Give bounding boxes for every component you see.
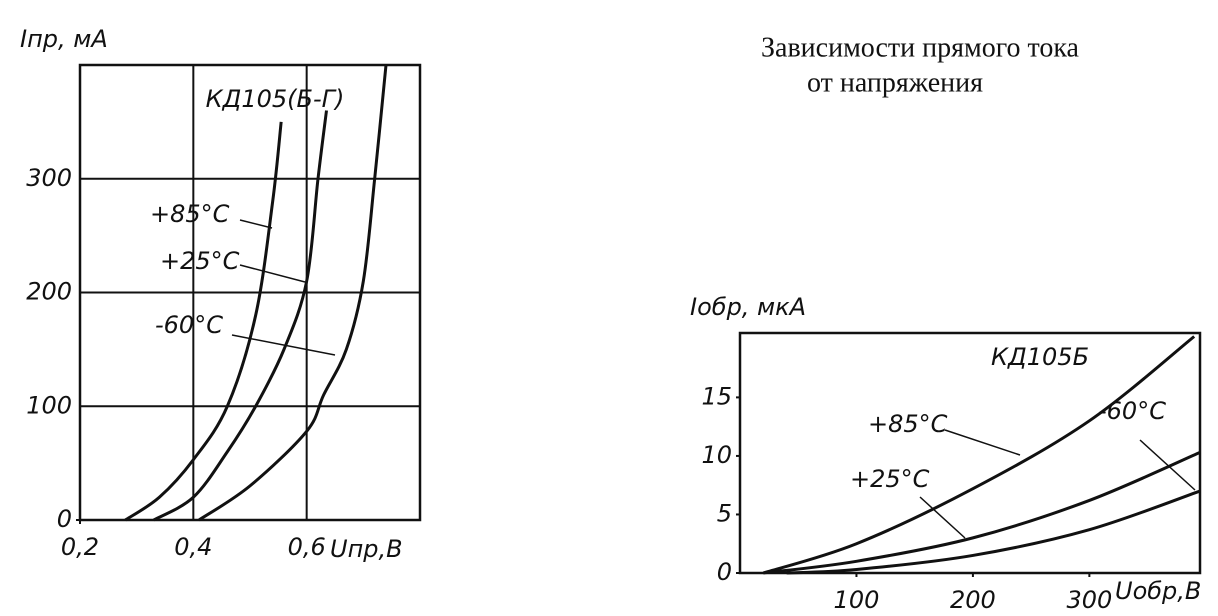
y-axis-label: Iпр, мА	[20, 25, 108, 53]
y-axis-label: Iобр, мкА	[690, 293, 806, 321]
curve-label: -60°C	[155, 311, 223, 339]
curve	[152, 110, 328, 522]
x-axis-label: Uобр,В	[1115, 577, 1201, 605]
y-tick-label: 5	[717, 499, 732, 527]
plot-frame	[738, 331, 1202, 575]
x-tick-label: 0,2	[61, 533, 99, 561]
caption-line: Зависимости прямого тока	[761, 32, 1080, 63]
leader-line	[944, 429, 1021, 456]
y-tick-label: 200	[26, 278, 72, 306]
y-tick-label: 0	[57, 505, 72, 533]
curve	[762, 335, 1196, 575]
curve-label: +85°C	[150, 200, 230, 228]
leader-line	[239, 264, 306, 283]
curve-label: -60°C	[1098, 397, 1166, 425]
curve	[763, 451, 1201, 575]
leader-line	[239, 219, 273, 229]
curve	[198, 64, 388, 522]
y-tick-label: 0	[717, 558, 732, 586]
leader-line	[1139, 439, 1196, 491]
y-tick-label: 300	[26, 164, 72, 192]
x-tick-label: 200	[950, 586, 996, 614]
x-tick-label: 0,4	[174, 533, 212, 561]
curve	[124, 121, 283, 522]
x-axis-label: Uпр,В	[330, 535, 403, 563]
curve-label: +25°C	[160, 247, 240, 275]
x-tick-label: 100	[834, 586, 880, 614]
curve-label: +85°C	[868, 410, 948, 438]
x-tick-label: 300	[1066, 586, 1112, 614]
chart-title: КД105Б	[991, 343, 1089, 371]
leader-line	[231, 334, 336, 356]
curve	[786, 489, 1201, 575]
y-tick-label: 15	[701, 382, 732, 410]
chart-title: КД105(Б-Г)	[206, 85, 345, 113]
curve-label: +25°C	[850, 465, 930, 493]
y-tick-label: 10	[701, 441, 732, 469]
x-tick-label: 0,6	[288, 533, 326, 561]
y-tick-label: 100	[26, 391, 72, 419]
caption-line: от напряжения	[807, 67, 983, 98]
leader-line	[919, 496, 966, 539]
